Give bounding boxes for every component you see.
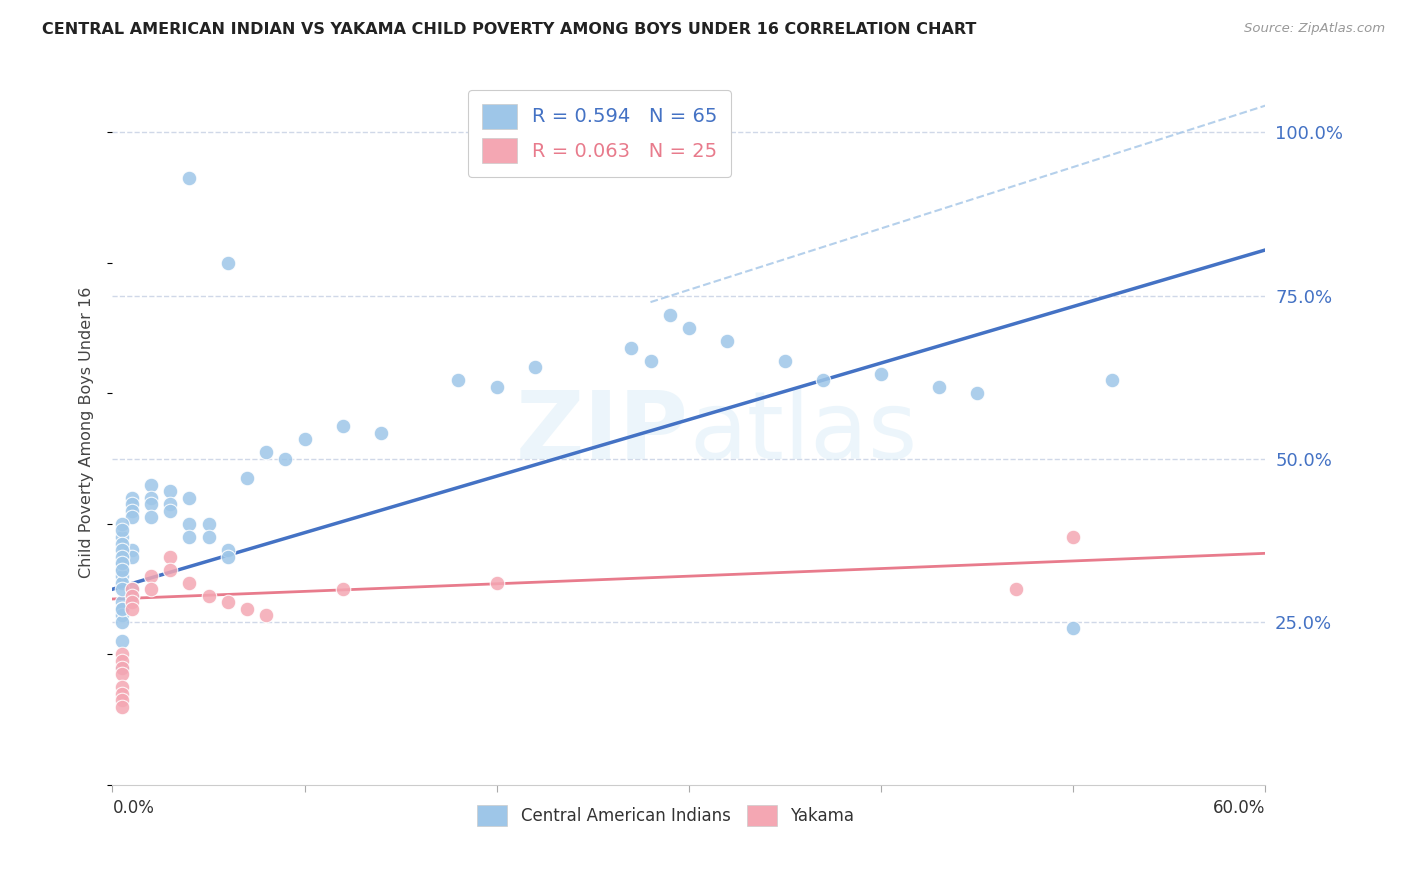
Point (254, 608, 277, 623)
Point (139, 510, 162, 524)
Point (620, 341, 643, 355)
Point (139, 569, 162, 583)
Point (111, 563, 134, 577)
Point (1004, 582, 1026, 597)
Point (111, 654, 134, 668)
Text: 60.0%: 60.0% (1213, 799, 1265, 817)
Point (159, 549, 181, 564)
Point (111, 680, 134, 694)
Point (111, 516, 134, 531)
Point (111, 699, 134, 714)
Point (121, 549, 143, 564)
Point (111, 595, 134, 609)
Point (121, 504, 143, 518)
Point (121, 510, 143, 524)
Point (813, 373, 835, 387)
Text: atlas: atlas (689, 386, 917, 479)
Point (111, 582, 134, 597)
Point (197, 516, 219, 531)
Point (111, 530, 134, 544)
Point (121, 595, 143, 609)
Point (773, 354, 796, 368)
Point (111, 660, 134, 674)
Point (217, 543, 239, 558)
Point (121, 589, 143, 603)
Point (640, 354, 662, 368)
Point (217, 549, 239, 564)
Point (179, 491, 201, 505)
Point (121, 582, 143, 597)
Point (111, 602, 134, 616)
Point (121, 497, 143, 511)
Point (139, 497, 162, 511)
Point (111, 615, 134, 629)
Point (111, 556, 134, 570)
Point (111, 536, 134, 550)
Point (1101, 373, 1123, 387)
Point (139, 582, 162, 597)
Point (217, 256, 239, 270)
Point (159, 484, 181, 499)
Point (447, 373, 470, 387)
Point (121, 491, 143, 505)
Point (111, 602, 134, 616)
Point (111, 660, 134, 674)
Point (111, 634, 134, 648)
Point (197, 589, 219, 603)
Point (111, 569, 134, 583)
Point (121, 589, 143, 603)
Point (111, 524, 134, 538)
Point (121, 543, 143, 558)
Point (179, 575, 201, 590)
Point (111, 687, 134, 701)
Point (179, 171, 201, 186)
Point (111, 543, 134, 558)
Point (111, 575, 134, 590)
Point (111, 549, 134, 564)
Point (236, 471, 259, 485)
Point (111, 563, 134, 577)
Point (179, 530, 201, 544)
Point (159, 563, 181, 577)
Point (139, 478, 162, 492)
Point (1062, 530, 1084, 544)
Point (111, 667, 134, 681)
Point (274, 451, 297, 466)
Point (121, 582, 143, 597)
Point (870, 367, 893, 381)
Point (217, 595, 239, 609)
Point (179, 516, 201, 531)
Point (111, 556, 134, 570)
Point (159, 504, 181, 518)
Point (966, 386, 988, 401)
Point (658, 308, 681, 322)
Point (1062, 621, 1084, 635)
Point (485, 575, 508, 590)
Point (370, 425, 392, 440)
Text: ZIP: ZIP (516, 386, 689, 479)
Legend: Central American Indians, Yakama: Central American Indians, Yakama (471, 798, 860, 833)
Point (332, 582, 354, 597)
Point (678, 321, 700, 335)
Point (111, 608, 134, 623)
Text: CENTRAL AMERICAN INDIAN VS YAKAMA CHILD POVERTY AMONG BOYS UNDER 16 CORRELATION : CENTRAL AMERICAN INDIAN VS YAKAMA CHILD … (42, 22, 977, 37)
Point (716, 334, 738, 349)
Point (332, 419, 354, 434)
Point (294, 432, 316, 446)
Text: Source: ZipAtlas.com: Source: ZipAtlas.com (1244, 22, 1385, 36)
Point (159, 497, 181, 511)
Point (928, 380, 950, 394)
Point (236, 602, 259, 616)
Point (139, 491, 162, 505)
Point (111, 648, 134, 662)
Y-axis label: Child Poverty Among Boys Under 16: Child Poverty Among Boys Under 16 (79, 287, 94, 578)
Text: 0.0%: 0.0% (112, 799, 155, 817)
Point (485, 380, 508, 394)
Point (111, 693, 134, 707)
Point (197, 530, 219, 544)
Point (121, 602, 143, 616)
Point (254, 445, 277, 459)
Point (524, 360, 547, 375)
